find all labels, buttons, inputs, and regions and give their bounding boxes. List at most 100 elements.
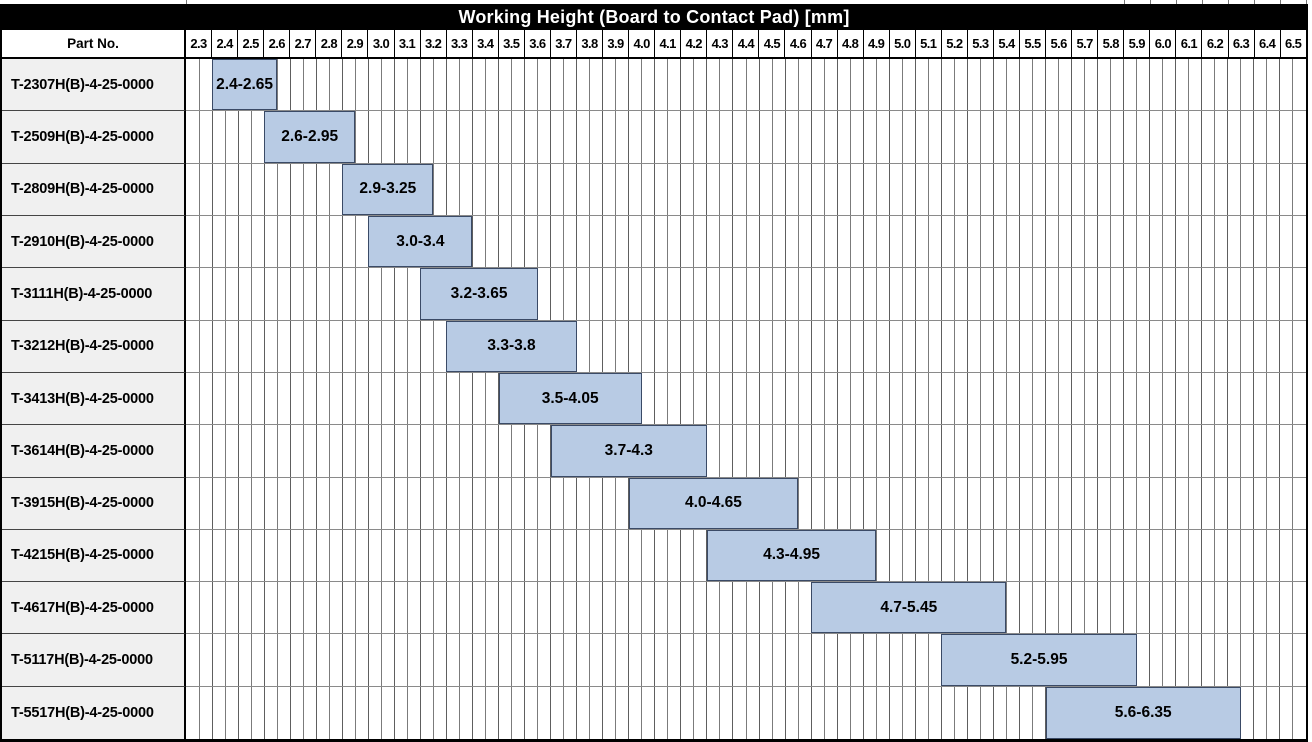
gridline-major — [680, 529, 682, 582]
gridline-minor — [1058, 59, 1060, 111]
gridline-major — [419, 372, 421, 425]
gridline-minor — [1032, 59, 1033, 111]
gridline-major — [992, 111, 994, 163]
gridline-minor — [589, 111, 591, 163]
gridline-minor — [1058, 372, 1060, 425]
working-height-table: Working Height (Board to Contact Pad) [m… — [0, 4, 1308, 742]
gridline-minor — [1240, 59, 1242, 111]
gridline-major — [940, 59, 942, 111]
gridline-major — [1097, 268, 1099, 320]
gridline-major — [1175, 425, 1177, 477]
gridline-major — [862, 59, 864, 111]
gridline-minor — [693, 529, 695, 582]
gridline-minor — [224, 634, 226, 686]
gridline-major — [472, 686, 473, 740]
gridline-major — [1097, 477, 1099, 529]
mm-scale-header: 2.3 2.4 2.5 2.6 2.7 2.8 2.9 3.0 3.1 3.2 3.3 3.4 3.5 3… — [186, 30, 1306, 57]
gridline-major — [888, 425, 890, 477]
gridline-minor — [719, 372, 721, 425]
gridline-minor — [771, 686, 773, 740]
gridline-minor — [823, 372, 825, 425]
gridline-major — [1175, 215, 1177, 268]
gridline-minor — [1084, 268, 1086, 320]
gridline-major — [992, 59, 994, 111]
gridline-minor — [406, 425, 408, 477]
gridline-minor — [1005, 372, 1007, 425]
scale-tick-label: 3.3 — [447, 30, 473, 57]
strip-tick — [1201, 0, 1203, 4]
gridline-minor — [250, 215, 252, 268]
gridline-minor — [745, 425, 747, 477]
gridline-minor — [276, 59, 278, 111]
gridline-major — [237, 686, 239, 740]
gridline-minor — [875, 111, 877, 163]
gridline-major — [914, 477, 916, 529]
gridline-minor — [719, 111, 721, 163]
gridline-major — [315, 425, 317, 477]
gridline-major — [237, 268, 239, 320]
gridline-major — [836, 215, 838, 268]
gridline-minor — [1188, 320, 1190, 372]
gridline-minor — [771, 111, 773, 163]
gridline-minor — [693, 634, 695, 686]
gridline-minor — [1240, 163, 1242, 215]
table-row: T-3212H(B)-4-25-0000 3.3-3.8 — [2, 320, 1306, 373]
gridline-major — [1097, 215, 1099, 268]
gridline-minor — [537, 686, 539, 740]
gridline-minor — [302, 320, 304, 372]
gridline-major — [576, 163, 578, 215]
gridline-minor — [641, 163, 643, 215]
gridline-minor — [1084, 320, 1086, 372]
gridline-major — [1071, 268, 1073, 320]
gridline-major — [654, 372, 656, 425]
range-bar: 2.9-3.25 — [342, 163, 434, 215]
gridline-minor — [328, 372, 330, 425]
gridline-minor — [1005, 268, 1007, 320]
gridline-minor — [224, 268, 226, 320]
gridline-major — [654, 529, 656, 582]
gridline-minor — [328, 215, 330, 268]
gridline-major — [784, 320, 786, 372]
gridline-minor — [1266, 268, 1268, 320]
gridline-major — [1201, 215, 1203, 268]
scale-tick-label: 5.3 — [968, 30, 994, 57]
gridline-minor — [693, 59, 695, 111]
gridline-major — [836, 634, 838, 686]
gridline-minor — [771, 320, 773, 372]
gridline-major — [680, 163, 682, 215]
gridline-major — [445, 425, 447, 477]
scale-tick-label: 3.5 — [499, 30, 525, 57]
gridline-major — [237, 372, 239, 425]
gridline-minor — [250, 634, 252, 686]
gridline-major — [966, 686, 968, 740]
part-no-cell: T-2809H(B)-4-25-0000 — [2, 163, 186, 216]
gridline-major — [940, 529, 942, 582]
gridline-major — [602, 582, 604, 634]
table-row: T-5517H(B)-4-25-0000 5.6-6.35 — [2, 686, 1306, 740]
gridline-major — [1123, 529, 1125, 582]
gridline-major — [602, 163, 604, 215]
gridline-minor — [224, 582, 226, 634]
gridline-minor — [1032, 425, 1033, 477]
gridline-minor — [406, 582, 408, 634]
gridline-minor — [1032, 320, 1033, 372]
gridline-minor — [485, 529, 487, 582]
gridline-major — [498, 582, 500, 634]
gridline-minor — [485, 425, 487, 477]
gridline-major — [472, 59, 473, 111]
gridline-minor — [1084, 582, 1086, 634]
gridline-major — [1253, 111, 1255, 163]
gridline-minor — [797, 582, 799, 634]
gridline-minor — [1136, 582, 1138, 634]
scale-tick-label: 2.6 — [264, 30, 291, 57]
gridline-minor — [1005, 529, 1007, 582]
gridline-major — [1227, 582, 1229, 634]
gridline-minor — [927, 215, 929, 268]
scale-tick-label: 3.6 — [525, 30, 551, 57]
gridline-major — [263, 215, 265, 268]
gridline-major — [550, 111, 552, 163]
gridline-minor — [354, 111, 356, 163]
gridline-major — [680, 372, 682, 425]
gridline-minor — [380, 477, 382, 529]
gridline-minor — [823, 320, 825, 372]
